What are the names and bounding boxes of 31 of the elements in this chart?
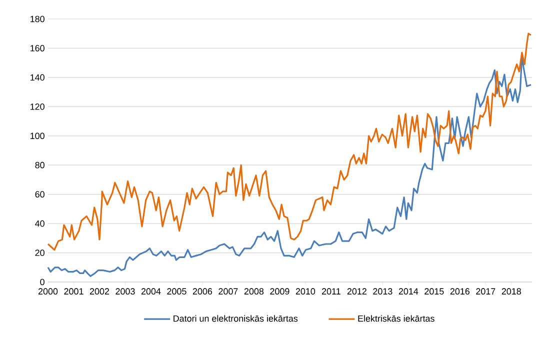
x-tick-label: 2007	[218, 288, 238, 295]
x-tick-label: 2002	[90, 288, 110, 295]
y-tick-label: 20	[35, 250, 44, 256]
x-tick-label: 2008	[244, 288, 264, 295]
x-tick-label: 2015	[424, 288, 444, 295]
legend-label: Datori un elektroniskās iekārtas	[174, 315, 298, 322]
x-tick-label: 2001	[64, 288, 84, 295]
x-tick-label: 2003	[116, 288, 135, 295]
x-tick-label: 2006	[192, 288, 212, 295]
legend-label: Elektriskās iekārtas	[358, 315, 434, 322]
x-tick-label: 2009	[270, 288, 290, 295]
y-tick-label: 120	[30, 103, 44, 110]
y-tick-label: 100	[30, 132, 44, 140]
x-tick-label: 2018	[502, 288, 521, 295]
y-tick-label: 60	[35, 191, 44, 198]
y-tick-label: 180	[30, 16, 44, 22]
y-tick-label: 140	[30, 74, 44, 81]
x-tick-label: 2010	[296, 288, 316, 295]
x-tick-label: 2005	[167, 288, 186, 295]
y-tick-label: 160	[30, 45, 44, 52]
y-tick-label: 80	[35, 162, 44, 168]
x-tick-label: 2017	[476, 288, 496, 295]
x-tick-label: 2014	[398, 288, 418, 295]
y-tick-label: 0	[40, 278, 44, 286]
x-tick-label: 2012	[347, 288, 366, 295]
y-tick-label: 40	[35, 220, 44, 227]
x-tick-label: 2016	[450, 288, 470, 295]
x-tick-label: 2000	[38, 288, 58, 295]
x-tick-label: 2004	[141, 288, 161, 295]
x-tick-label: 2013	[373, 288, 392, 295]
x-tick-label: 2011	[322, 288, 340, 295]
